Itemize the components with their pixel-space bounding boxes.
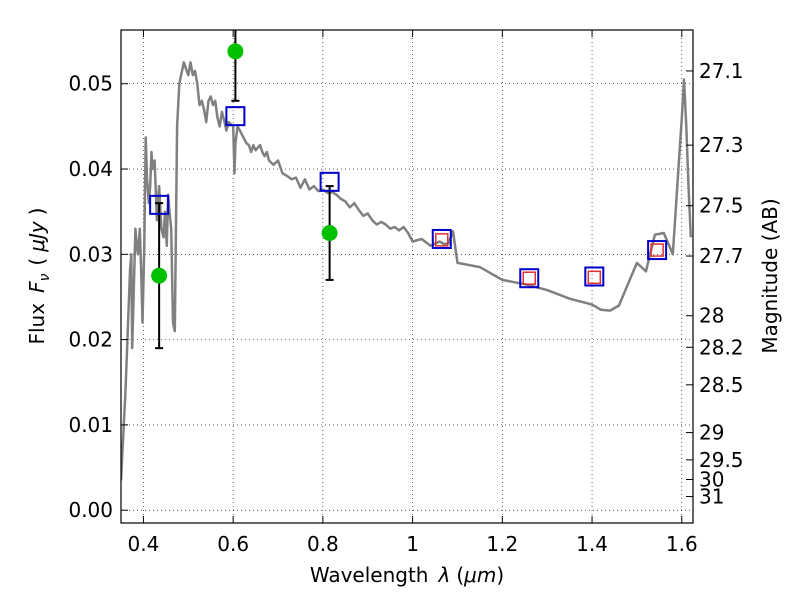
right-tick-label: 27.1: [699, 59, 744, 83]
y-tick-label: 0.00: [68, 498, 113, 522]
x-tick-label: 1.6: [666, 532, 698, 556]
x-tick-label: 1: [406, 532, 419, 556]
predicted-flux-marker: [650, 243, 664, 257]
right-tick-label: 31: [699, 485, 724, 509]
x-tick-label: 0.8: [307, 532, 339, 556]
right-tick-label: 27.7: [699, 244, 744, 268]
plot-frame: [120, 29, 694, 524]
model-band-flux-marker: [647, 240, 668, 261]
y-tick-label: 0.05: [68, 72, 113, 96]
y-tick-label: 0.01: [68, 413, 113, 437]
model-band-flux-marker: [519, 268, 540, 289]
predicted-flux-marker: [522, 271, 537, 285]
x-tick-label: 0.4: [128, 532, 160, 556]
right-axis-title: Magnitude (AB): [758, 198, 782, 353]
axis-ticks: 0.4 0.6 0.8 1 1.2 1.4 1.6 0.00 0.01 0.02 0.03 0.04 0…: [68, 30, 744, 556]
grid: [121, 30, 693, 523]
right-tick-label: 28: [699, 304, 724, 328]
right-tick-label: 27.5: [699, 194, 744, 218]
x-axis-title: Wavelength λ (μm): [310, 563, 504, 587]
model-band-flux-marker: [584, 266, 605, 287]
model-band-flux-marker: [149, 194, 170, 215]
right-tick-label: 27.3: [699, 133, 744, 157]
model-band-flux-marker: [225, 106, 246, 127]
predicted-flux-marker: [587, 270, 602, 285]
y-axis-title: FluxFν(μJy): [25, 207, 53, 344]
right-tick-label: 29.5: [699, 448, 744, 472]
right-tick-label: 30: [699, 468, 724, 492]
model-band-flux-marker: [431, 228, 452, 249]
model-band-flux-marker: [319, 171, 340, 192]
x-tick-label: 0.6: [217, 532, 249, 556]
right-tick-label: 29: [699, 421, 724, 445]
y-tick-label: 0.04: [68, 157, 113, 181]
y-tick-label: 0.03: [68, 242, 113, 266]
observed-flux-point: [151, 267, 168, 284]
plot-area: [121, 30, 693, 481]
y-tick-label: 0.02: [68, 328, 113, 352]
observed-flux-point: [227, 43, 244, 60]
x-tick-label: 1.4: [576, 532, 608, 556]
observed-flux-point: [321, 225, 338, 241]
right-tick-label: 28.2: [699, 335, 744, 359]
right-tick-label: 28.5: [699, 373, 744, 397]
predicted-flux-marker: [435, 233, 449, 247]
x-tick-label: 1.2: [486, 532, 518, 556]
